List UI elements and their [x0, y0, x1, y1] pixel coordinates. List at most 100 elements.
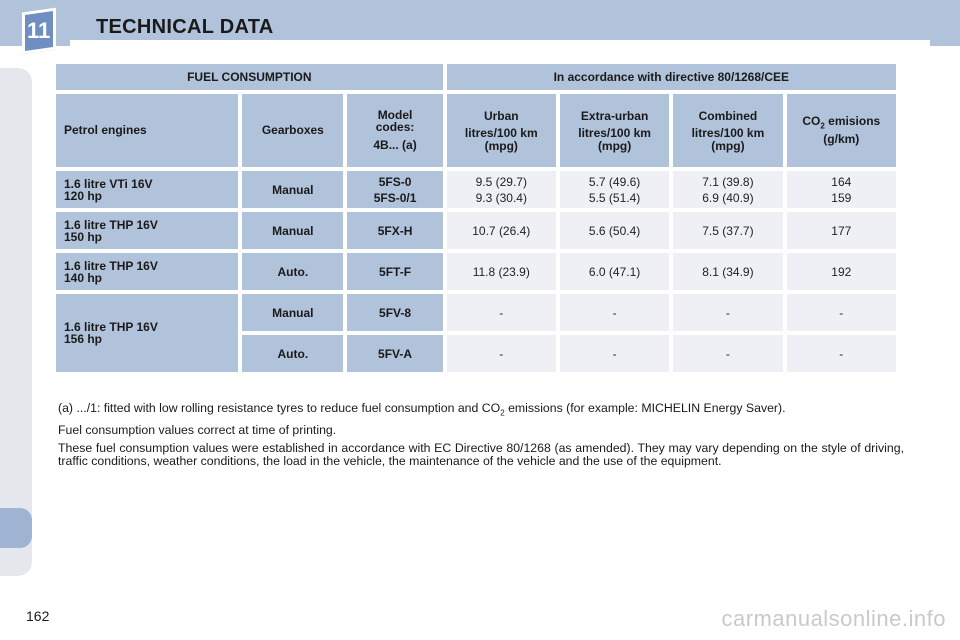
engine-power: 156 hp	[64, 332, 103, 346]
col-model-line1: Model	[377, 107, 413, 122]
urban-cell: 11.8 (23.9)	[446, 253, 556, 290]
col-model-line3: 4B... (a)	[373, 137, 417, 152]
engine-name: 1.6 litre THP 16V	[64, 217, 158, 232]
page-number: 162	[26, 608, 50, 624]
col-urban: Urban litres/100 km (mpg)	[446, 94, 556, 167]
col-co2-chem: CO	[802, 114, 821, 129]
gearbox-cell: Auto.	[242, 253, 344, 290]
co2-cell: -	[786, 294, 896, 331]
engine-cell: 1.6 litre THP 16V 140 hp	[56, 253, 239, 290]
gearbox-cell: Manual	[242, 294, 344, 331]
extra-urban-value: 5.7 (49.6)	[588, 174, 641, 189]
col-model-line2: codes:	[375, 119, 415, 134]
table-header-directive: In accordance with directive 80/1268/CEE	[446, 64, 896, 90]
watermark: carmanualsonline.info	[721, 606, 946, 631]
footnote-b: Fuel consumption values correct at time …	[58, 423, 337, 438]
col-co2: CO2 emisions (g/km)	[786, 94, 896, 167]
extra-urban-cell: 6.0 (47.1)	[559, 253, 670, 290]
urban-cell: 9.5 (29.7) 9.3 (30.4)	[446, 171, 556, 208]
combined-value: 6.9 (40.9)	[702, 190, 754, 205]
co2-cell: -	[786, 335, 896, 372]
co2-value: 164	[831, 174, 852, 189]
table-row: 1.6 litre THP 16V 150 hp Manual 5FX-H 10.…	[56, 212, 896, 249]
chapter-number: 11	[27, 18, 51, 44]
gearbox-cell: Auto.	[242, 335, 344, 372]
col-urban-line1: Urban	[483, 109, 519, 123]
combined-cell: -	[673, 294, 783, 331]
co2-cell: 177	[786, 212, 896, 249]
co2-value: 159	[831, 190, 852, 205]
footnotes: (a) .../1: fitted with low rolling resis…	[58, 402, 904, 473]
col-model-codes: Model codes: 4B... (a)	[347, 94, 443, 167]
extra-urban-cell: -	[559, 335, 670, 372]
table-row: 1.6 litre VTi 16V 120 hp Manual 5FS-0 5FS-…	[56, 171, 896, 208]
col-extra-line1: Extra-urban	[580, 109, 649, 123]
urban-cell: -	[446, 335, 556, 372]
engine-power: 150 hp	[64, 229, 103, 244]
col-gearboxes: Gearboxes	[242, 94, 344, 167]
table-row: 1.6 litre THP 16V 156 hp Manual 5FV-8 - -…	[56, 294, 896, 372]
combined-cell: 8.1 (34.9)	[673, 253, 783, 290]
col-combined-line3: (mpg)	[711, 139, 745, 153]
co2-cell: 164 159	[786, 171, 896, 208]
gearbox-cell: Manual	[242, 212, 344, 249]
urban-value: 9.3 (30.4)	[475, 190, 527, 205]
col-combined: Combined litres/100 km (mpg)	[673, 94, 783, 167]
combined-cell: 7.5 (37.7)	[673, 212, 783, 249]
page-title: TECHNICAL DATA	[96, 16, 274, 38]
model-code-cell: 5FX-H	[347, 212, 443, 249]
engine-cell: 1.6 litre THP 16V 150 hp	[56, 212, 239, 249]
fuel-consumption-table: FUEL CONSUMPTION In accordance with dire…	[52, 60, 900, 376]
chapter-badge: 11	[22, 7, 56, 55]
side-tab	[0, 508, 32, 548]
gearbox-cell: Manual	[242, 171, 344, 208]
extra-urban-cell: 5.6 (50.4)	[559, 212, 670, 249]
model-code-cell: 5FV-A	[347, 335, 443, 372]
combined-cell: -	[673, 335, 783, 372]
header-band-edge	[70, 40, 930, 46]
footnote-a-text: (a) .../1: fitted with low rolling resis…	[58, 401, 501, 415]
col-co2-line1: CO2 emisions	[793, 115, 890, 132]
table-row: Auto. 5FV-A - - - -	[56, 335, 896, 372]
col-extra-line3: (mpg)	[597, 139, 632, 153]
col-extra-line2: litres/100 km	[578, 126, 651, 140]
engine-power: 120 hp	[64, 188, 103, 203]
col-engines: Petrol engines	[56, 94, 239, 167]
engine-power: 140 hp	[64, 270, 103, 285]
extra-urban-cell: -	[559, 294, 670, 331]
col-urban-line3: (mpg)	[484, 139, 518, 153]
engine-cell: 1.6 litre THP 16V 156 hp	[56, 294, 239, 372]
engine-name: 1.6 litre VTi 16V	[64, 176, 153, 191]
combined-value: 7.1 (39.8)	[702, 174, 754, 189]
col-co2-word: emisions	[824, 114, 881, 129]
footnote-a-text-end: emissions (for example: MICHELIN Energy …	[504, 401, 786, 415]
side-margin-band	[0, 68, 32, 576]
col-urban-line2: litres/100 km	[464, 126, 538, 140]
engine-name: 1.6 litre THP 16V	[64, 258, 158, 273]
col-extra-urban: Extra-urban litres/100 km (mpg)	[559, 94, 670, 167]
header-band	[0, 0, 960, 46]
urban-cell: -	[446, 294, 556, 331]
co2-cell: 192	[786, 253, 896, 290]
model-code-cell: 5FT-F	[347, 253, 443, 290]
extra-urban-value: 5.5 (51.4)	[588, 190, 641, 205]
model-code: 5FS-0	[378, 174, 412, 189]
col-co2-subscript: 2	[820, 121, 825, 131]
footnote-a: (a) .../1: fitted with low rolling resis…	[58, 402, 904, 419]
col-combined-line2: litres/100 km	[691, 126, 765, 140]
engine-name: 1.6 litre THP 16V	[64, 320, 158, 334]
engine-cell: 1.6 litre VTi 16V 120 hp	[56, 171, 239, 208]
urban-value: 9.5 (29.7)	[475, 174, 527, 189]
combined-cell: 7.1 (39.8) 6.9 (40.9)	[673, 171, 783, 208]
footnote-c: These fuel consumption values were estab…	[58, 441, 904, 469]
model-code-cell: 5FS-0 5FS-0/1	[347, 171, 443, 208]
extra-urban-cell: 5.7 (49.6) 5.5 (51.4)	[559, 171, 670, 208]
col-co2-unit: (g/km)	[823, 131, 860, 146]
col-combined-line1: Combined	[698, 109, 758, 123]
table-row: 1.6 litre THP 16V 140 hp Auto. 5FT-F 11.8…	[56, 253, 896, 290]
table-header-fuel: FUEL CONSUMPTION	[56, 64, 443, 90]
model-code: 5FS-0/1	[373, 190, 417, 205]
model-code-cell: 5FV-8	[347, 294, 443, 331]
footnote-a-subscript: 2	[500, 408, 505, 418]
urban-cell: 10.7 (26.4)	[446, 212, 556, 249]
